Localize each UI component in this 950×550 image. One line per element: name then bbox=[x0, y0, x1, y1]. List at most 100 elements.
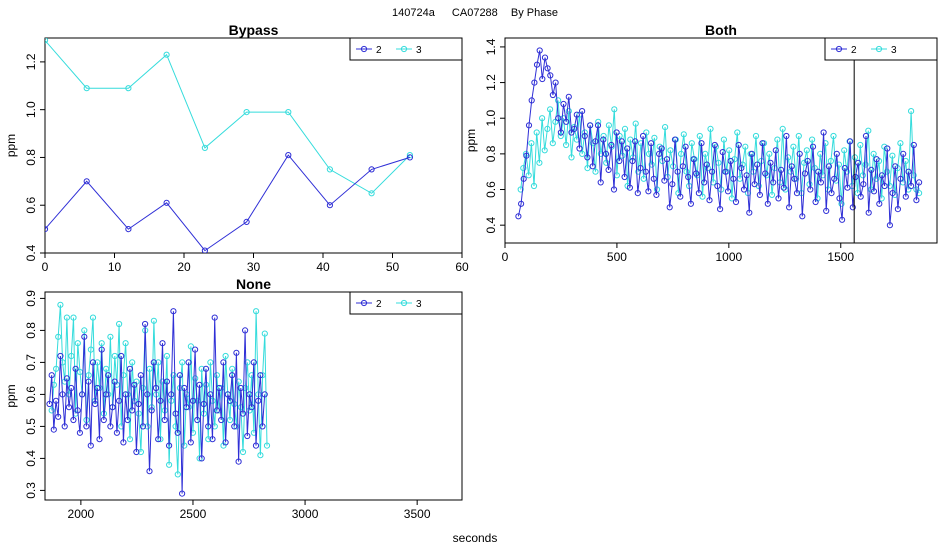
series-3-point bbox=[704, 165, 711, 172]
series-2-point bbox=[261, 391, 268, 398]
series-2-point bbox=[793, 190, 801, 197]
series-3-point bbox=[688, 140, 695, 147]
series-2-point bbox=[783, 132, 790, 140]
series-2-point bbox=[146, 468, 153, 475]
series-3-point bbox=[873, 175, 880, 182]
series-3-point bbox=[235, 378, 242, 385]
y-tick-label: 1.2 bbox=[24, 53, 38, 70]
series-3-point bbox=[205, 436, 212, 443]
series-3-point bbox=[579, 150, 586, 157]
series-3-point bbox=[870, 150, 877, 157]
series-2-point bbox=[756, 191, 764, 198]
series-3-point bbox=[239, 448, 247, 456]
x-tick-label: 20 bbox=[177, 260, 191, 274]
series-2-point bbox=[587, 122, 594, 129]
series-2-point bbox=[166, 442, 173, 449]
series-2-point bbox=[52, 397, 60, 404]
series-2-point bbox=[897, 175, 904, 182]
legend-marker-3 bbox=[400, 45, 408, 53]
series-2-point bbox=[709, 168, 716, 175]
series-3-point bbox=[174, 471, 181, 478]
y-tick-label: 0.7 bbox=[24, 354, 38, 371]
series-2-point bbox=[626, 184, 634, 191]
series-3-point bbox=[326, 166, 333, 173]
series-3-point bbox=[573, 136, 580, 143]
legend-label-3: 3 bbox=[891, 45, 897, 56]
series-2-point bbox=[552, 79, 559, 86]
y-tick-label: 0.8 bbox=[24, 322, 38, 339]
series-2-point bbox=[242, 327, 249, 334]
series-3-point bbox=[908, 108, 915, 115]
series-3-point bbox=[201, 144, 208, 151]
series-2-point bbox=[836, 195, 843, 202]
series-2-point bbox=[555, 115, 562, 122]
series-2-point bbox=[873, 156, 880, 163]
series-2-point bbox=[860, 181, 867, 188]
series-3-point bbox=[696, 132, 703, 140]
y-tick-label: 0.6 bbox=[484, 181, 498, 198]
series-3-point bbox=[63, 314, 71, 321]
series-2-point bbox=[690, 156, 697, 163]
series-2-line bbox=[49, 311, 266, 494]
series-2-point bbox=[189, 397, 197, 404]
series-3-point bbox=[242, 384, 249, 392]
series-2-point bbox=[50, 426, 57, 433]
series-3-point bbox=[170, 372, 177, 379]
series-2-point bbox=[671, 136, 679, 143]
series-2-point bbox=[118, 352, 125, 360]
x-tick-label: 40 bbox=[316, 260, 330, 274]
series-2-point bbox=[767, 159, 774, 166]
series-2-point bbox=[687, 200, 695, 207]
series-3-point bbox=[126, 436, 134, 443]
series-2-point bbox=[539, 75, 546, 83]
series-2-point bbox=[81, 333, 88, 340]
series-2-point bbox=[770, 179, 777, 186]
series-2-point bbox=[648, 140, 655, 147]
series-2-point bbox=[711, 141, 718, 149]
series-2-point bbox=[743, 172, 750, 179]
series-2-point bbox=[563, 118, 570, 125]
series-2-point bbox=[76, 429, 84, 436]
series-3-point bbox=[803, 147, 810, 154]
series-2-point bbox=[205, 423, 212, 430]
series-2-point bbox=[544, 65, 551, 72]
series-2-point bbox=[211, 314, 218, 321]
series-3-point bbox=[55, 333, 62, 340]
series-2-point bbox=[129, 407, 136, 414]
y-tick-label: 1.4 bbox=[484, 38, 498, 55]
series-2-point bbox=[235, 458, 242, 465]
series-2-point bbox=[722, 168, 729, 175]
series-2-point bbox=[109, 404, 116, 411]
series-3-point bbox=[830, 132, 837, 140]
group-label: By Phase bbox=[511, 7, 558, 19]
series-2-point bbox=[605, 166, 612, 173]
series-3-point bbox=[159, 378, 166, 385]
series-3-line bbox=[520, 100, 920, 204]
run-id: 140724a bbox=[392, 7, 436, 19]
series-3-point bbox=[774, 136, 781, 143]
series-2-point bbox=[70, 416, 77, 424]
series-2-point bbox=[207, 391, 214, 398]
series-3-point bbox=[809, 136, 816, 143]
y-tick-label: 0.6 bbox=[24, 386, 38, 403]
series-3-point bbox=[155, 359, 162, 366]
series-3-point bbox=[643, 129, 650, 136]
series-3-point bbox=[179, 359, 186, 366]
series-2-point bbox=[102, 391, 110, 398]
series-2-point bbox=[849, 204, 856, 211]
series-3-point bbox=[222, 352, 229, 360]
series-2-point bbox=[176, 372, 183, 379]
series-3-point bbox=[263, 442, 271, 449]
series-2-point bbox=[828, 190, 835, 197]
series-2-point bbox=[547, 72, 554, 79]
x-tick-label: 1500 bbox=[827, 250, 854, 264]
x-tick-label: 30 bbox=[247, 260, 261, 274]
series-3-point bbox=[89, 314, 97, 321]
series-2-point bbox=[717, 206, 724, 213]
series-2-point bbox=[243, 218, 250, 225]
series-2-point bbox=[520, 175, 527, 182]
series-2-point bbox=[135, 400, 142, 408]
series-2-point bbox=[89, 359, 97, 366]
series-3-point bbox=[857, 141, 864, 149]
